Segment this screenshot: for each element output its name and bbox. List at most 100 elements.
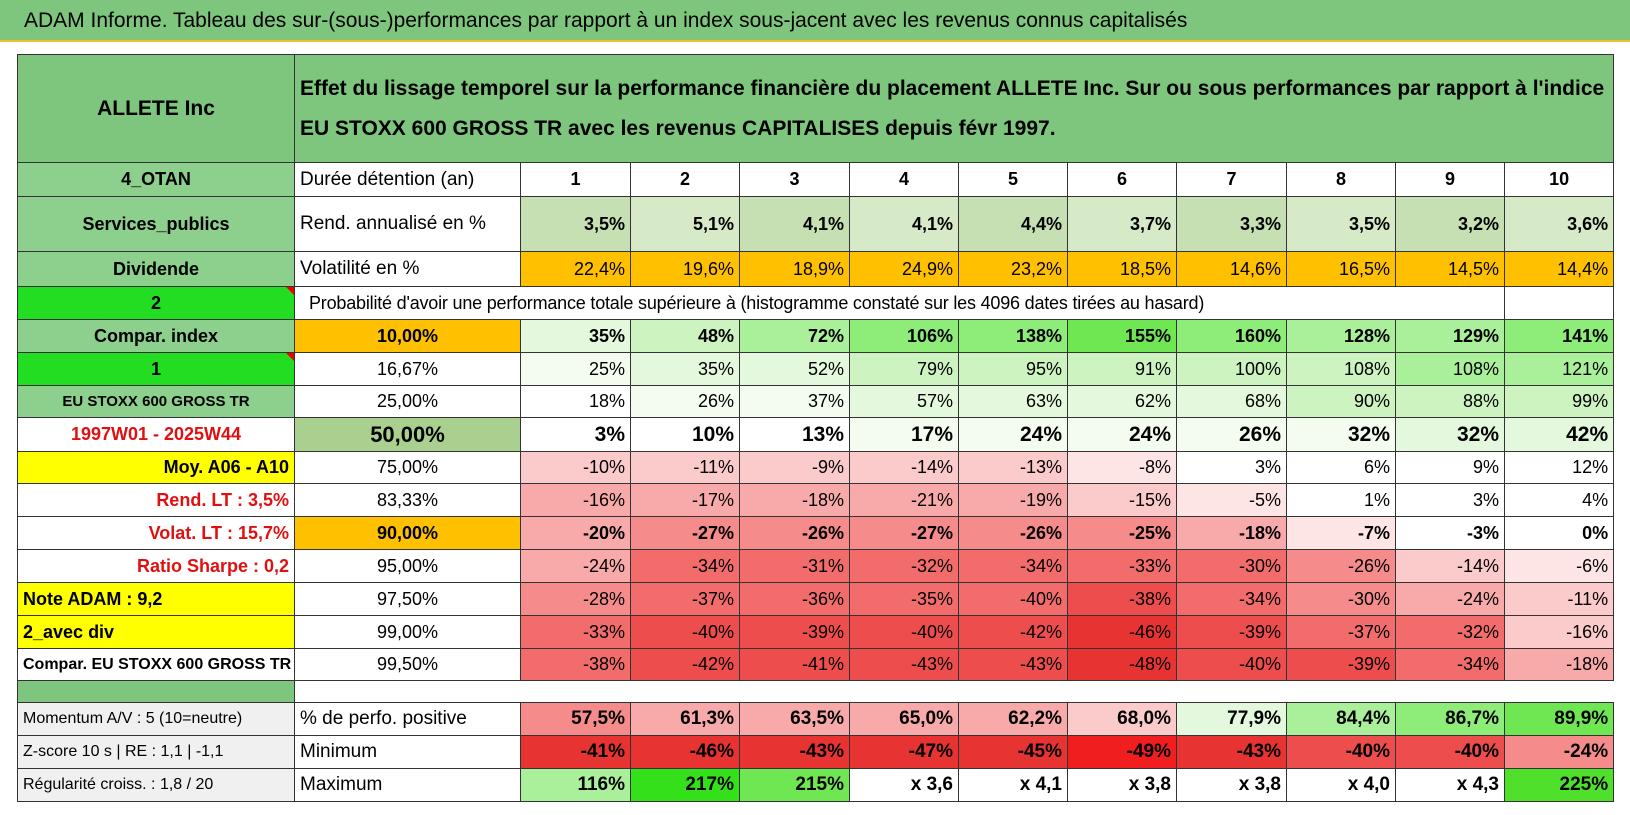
value-cell: -48% <box>1067 648 1177 681</box>
value-cell: 2 <box>630 162 740 197</box>
value-cell: -32% <box>849 549 959 583</box>
value-cell: 215% <box>739 768 850 802</box>
row-parameter: 97,50% <box>294 582 521 616</box>
value-cell: -47% <box>849 735 959 769</box>
separator <box>17 680 295 703</box>
value-cell: 16,5% <box>1286 251 1396 287</box>
row: 4_OTAN Durée détention (an) 1 2 3 4 5 6 7 8 9 10 <box>17 162 1615 197</box>
row: Services_publics Rend. annualisé en % 3,5%… <box>17 196 1615 252</box>
value-cell: 25% <box>520 352 631 386</box>
value-cell: -42% <box>958 615 1068 649</box>
value-cell: -31% <box>739 549 850 583</box>
value-cell: -21% <box>849 483 959 517</box>
value-cell: 32% <box>1286 417 1396 452</box>
value-cell: 65,0% <box>849 702 959 736</box>
value-cell: -24% <box>1395 582 1505 616</box>
row-label: 1 <box>17 352 295 386</box>
value-cell: -46% <box>630 735 740 769</box>
row-label: Momentum A/V : 5 (10=neutre) <box>17 702 295 736</box>
value-cell: 26% <box>630 385 740 418</box>
value-cell: x 4,0 <box>1286 768 1396 802</box>
separator-row <box>17 680 1614 703</box>
value-cell: -19% <box>958 483 1068 517</box>
value-cell: -34% <box>1395 648 1505 681</box>
value-cell: -11% <box>1503 582 1615 616</box>
value-cell: 72% <box>739 319 850 353</box>
value-cell: -28% <box>520 582 631 616</box>
value-cell: 5,1% <box>630 196 740 252</box>
row-parameter: 90,00% <box>294 516 521 550</box>
value-cell: 90% <box>1286 385 1396 418</box>
value-cell: 95% <box>958 352 1068 386</box>
value-cell: 5 <box>958 162 1068 197</box>
row: 1 16,67% 25% 35% 52% 79% 95% 91% 100% 108% 108% 121… <box>17 352 1615 386</box>
value-cell: 84,4% <box>1286 702 1396 736</box>
value-cell: -18% <box>1176 516 1287 550</box>
value-cell: x 3,6 <box>849 768 959 802</box>
performance-table: ALLETE Inc Effet du lissage temporel sur … <box>17 54 1615 802</box>
value-cell: 9 <box>1395 162 1505 197</box>
row: EU STOXX 600 GROSS TR 25,00% 18% 26% 37% 57% 6… <box>17 385 1615 418</box>
row-label: Régularité croiss. : 1,8 / 20 <box>17 768 295 802</box>
value-cell: 24,9% <box>849 251 959 287</box>
value-cell: 217% <box>630 768 740 802</box>
value-cell: 57,5% <box>520 702 631 736</box>
value-cell: 128% <box>1286 319 1396 353</box>
row-parameter: % de perfo. positive <box>294 702 521 736</box>
value-cell: -27% <box>849 516 959 550</box>
value-cell: -43% <box>1176 735 1287 769</box>
value-cell: 10% <box>630 417 740 452</box>
value-cell: 61,3% <box>630 702 740 736</box>
value-cell: -49% <box>1067 735 1177 769</box>
value-cell: -7% <box>1286 516 1396 550</box>
description: Effet du lissage temporel sur la perform… <box>293 54 1615 163</box>
value-cell: 10 <box>1503 162 1615 197</box>
row-label: Moy. A06 - A10 <box>17 451 295 484</box>
value-cell: 4% <box>1503 483 1615 517</box>
row-label: Note ADAM : 9,2 <box>17 582 295 616</box>
value-cell: 7 <box>1176 162 1287 197</box>
row-parameter: Durée détention (an) <box>294 162 521 197</box>
row: Compar. index 10,00% 35% 48% 72% 106% 138% 155%… <box>17 319 1615 353</box>
separator <box>295 681 1614 703</box>
value-cell: -30% <box>1286 582 1396 616</box>
value-cell: 108% <box>1286 352 1396 386</box>
value-cell: 141% <box>1503 319 1615 353</box>
value-cell: 42% <box>1503 417 1615 452</box>
row-label: Dividende <box>17 251 295 287</box>
row-parameter: 75,00% <box>294 451 521 484</box>
row-label: Ratio Sharpe : 0,2 <box>17 549 295 583</box>
value-cell: -42% <box>630 648 740 681</box>
value-cell: 14,4% <box>1503 251 1615 287</box>
value-cell: 3% <box>1395 483 1505 517</box>
row: Dividende Volatilité en % 22,4% 19,6% 18,9% 2… <box>17 251 1615 287</box>
value-cell: -43% <box>739 735 850 769</box>
value-cell: -40% <box>849 615 959 649</box>
row-label: Z-score 10 s | RE : 1,1 | -1,1 <box>17 735 295 769</box>
value-cell: 14,5% <box>1395 251 1505 287</box>
value-cell: x 4,1 <box>958 768 1068 802</box>
row-label: 2_avec div <box>17 615 295 649</box>
value-cell: -40% <box>1286 735 1396 769</box>
row: 1997W01 - 2025W44 50,00% 3% 10% 13% 17% 24% 24%… <box>17 417 1615 452</box>
value-cell: 6% <box>1286 451 1396 484</box>
value-cell: 160% <box>1176 319 1287 353</box>
value-cell: -40% <box>1395 735 1505 769</box>
value-cell: 62,2% <box>958 702 1068 736</box>
value-cell: -13% <box>958 451 1068 484</box>
value-cell: -40% <box>1176 648 1287 681</box>
row-label: EU STOXX 600 GROSS TR <box>17 385 295 418</box>
value-cell: 3,2% <box>1395 196 1505 252</box>
value-cell: 0% <box>1503 516 1615 550</box>
value-cell: 121% <box>1503 352 1615 386</box>
value-cell: -8% <box>1067 451 1177 484</box>
value-cell: -34% <box>958 549 1068 583</box>
value-cell: 106% <box>849 319 959 353</box>
row-parameter: 95,00% <box>294 549 521 583</box>
value-cell: -14% <box>1395 549 1505 583</box>
value-cell: 13% <box>739 417 850 452</box>
value-cell: -45% <box>958 735 1068 769</box>
value-cell: 18% <box>520 385 631 418</box>
value-cell: 3% <box>1176 451 1287 484</box>
value-cell: 89,9% <box>1503 702 1615 736</box>
